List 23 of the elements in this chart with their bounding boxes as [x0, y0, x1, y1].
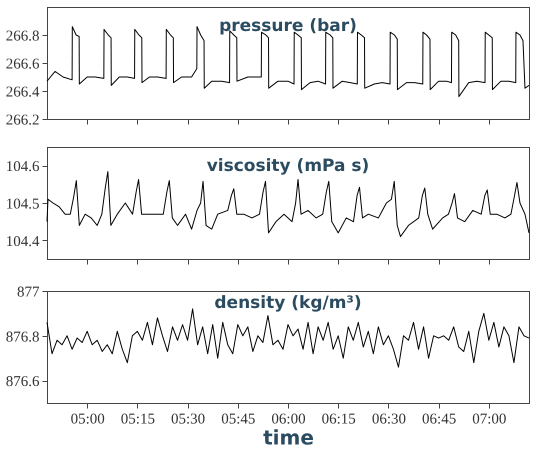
x-tick-label: 06:15: [322, 412, 356, 428]
y-tick-label: 104.6: [6, 159, 40, 176]
x-tick-label: 06:30: [372, 412, 406, 428]
x-tick-label: 05:30: [170, 412, 206, 428]
y-tick-label: 266.8: [6, 28, 40, 44]
y-tick-label: 876.8: [6, 329, 40, 346]
y-tick-label: 266.2: [6, 112, 40, 128]
x-tick-label: 05:45: [221, 412, 256, 428]
chart-title: density (kg/m³): [214, 293, 362, 313]
y-tick-label: 266.6: [6, 56, 40, 72]
x-tick-label: 06:45: [422, 412, 456, 428]
y-tick-label: 104.5: [6, 196, 40, 212]
x-axis-title: time: [263, 426, 314, 450]
y-tick-label: 266.4: [6, 84, 40, 100]
x-tick-label: 05:15: [120, 412, 155, 428]
y-tick-label: 877: [17, 284, 40, 300]
x-tick-label: 05:00: [70, 412, 105, 428]
y-tick-label: 104.4: [6, 234, 40, 250]
text: viscosity (mPa s): [206, 156, 370, 176]
text: pressure (bar): [219, 16, 357, 36]
x-tick-label: 06:00: [271, 412, 306, 428]
y-tick-label: 876.6: [6, 374, 40, 390]
x-tick-label: 07:00: [472, 412, 506, 428]
